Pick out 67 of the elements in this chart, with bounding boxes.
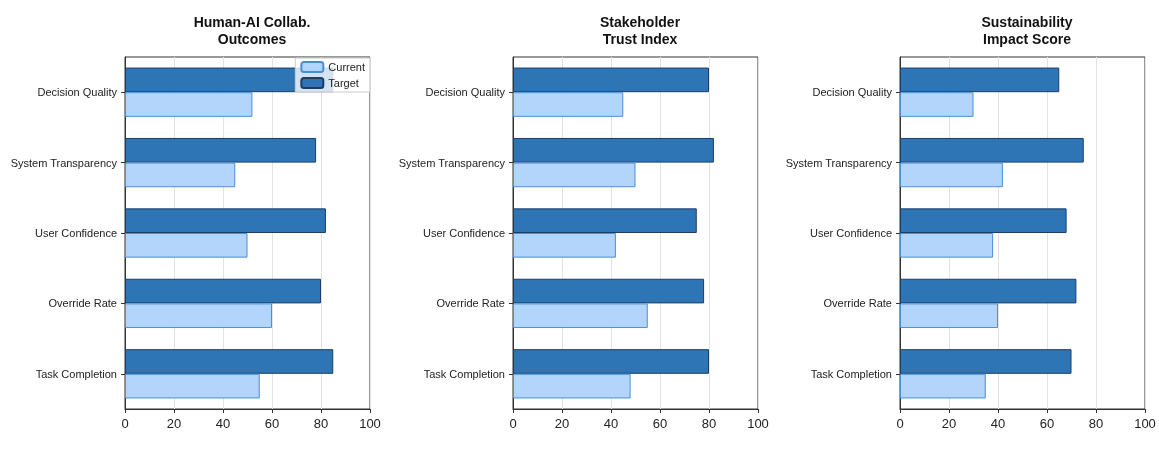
x-tick-label: 0 — [121, 416, 129, 431]
bar — [900, 92, 974, 117]
x-tick-label: 40 — [990, 416, 1006, 431]
bar — [513, 208, 697, 233]
x-tick-label: 60 — [652, 416, 668, 431]
y-tick-label: Task Completion — [423, 367, 505, 380]
bar — [900, 278, 1077, 304]
x-tick-label: 100 — [747, 416, 769, 431]
x-tick-label: 80 — [701, 416, 717, 431]
x-tick-label: 80 — [1088, 416, 1104, 431]
x-tick-label: 20 — [166, 416, 182, 431]
bar — [125, 278, 321, 304]
y-tick-label: System Transparency — [10, 156, 118, 169]
bar — [125, 303, 272, 329]
chart-title: Sustainability Impact Score — [981, 13, 1073, 47]
bar — [513, 92, 624, 117]
bar — [900, 208, 1067, 233]
bar — [125, 137, 317, 163]
bar — [125, 373, 260, 399]
y-tick-label: User Confidence — [810, 227, 892, 239]
bar — [125, 92, 253, 117]
x-tick-label: 20 — [554, 416, 570, 431]
y-tick-label: User Confidence — [423, 227, 505, 239]
y-tick-label: Decision Quality — [37, 86, 118, 99]
bar — [513, 278, 705, 304]
y-tick-label: Override Rate — [48, 297, 117, 310]
x-tick-label: 60 — [264, 416, 280, 431]
x-tick-label: 40 — [603, 416, 619, 431]
bar — [513, 233, 616, 258]
y-tick-label: Decision Quality — [425, 86, 506, 99]
x-tick-label: 20 — [941, 416, 957, 431]
x-tick-label: 100 — [1134, 416, 1156, 431]
y-tick-label: Decision Quality — [812, 86, 893, 99]
x-tick-label: 100 — [359, 416, 381, 431]
bar — [513, 162, 636, 188]
bar — [900, 162, 1003, 188]
x-tick-label: 60 — [1039, 416, 1055, 431]
bar — [513, 67, 709, 93]
legend-label: Current — [328, 61, 366, 73]
x-tick-label: 40 — [215, 416, 231, 431]
bar — [513, 137, 714, 163]
bar — [900, 67, 1060, 93]
legend-label: Target — [328, 77, 359, 89]
bar — [513, 303, 648, 329]
bar — [125, 349, 334, 374]
y-tick-label: System Transparency — [785, 156, 893, 169]
y-tick-label: Override Rate — [823, 297, 892, 310]
chart-title: Human-AI Collab. Outcomes — [193, 13, 311, 47]
x-tick-label: 0 — [896, 416, 904, 431]
bar — [900, 303, 998, 329]
bar — [125, 208, 326, 233]
bar — [513, 373, 631, 399]
y-tick-label: Task Completion — [810, 367, 892, 380]
x-tick-label: 80 — [313, 416, 329, 431]
bar — [125, 233, 248, 258]
bar — [900, 349, 1072, 374]
y-tick-label: System Transparency — [398, 156, 506, 169]
bar — [900, 233, 994, 258]
bar — [900, 137, 1084, 163]
y-tick-label: Task Completion — [35, 367, 117, 380]
y-tick-label: Override Rate — [436, 297, 505, 310]
bar — [513, 349, 709, 374]
y-tick-label: User Confidence — [35, 227, 117, 239]
bar — [125, 162, 236, 188]
chart-title: Stakeholder Trust Index — [599, 13, 681, 47]
x-tick-label: 0 — [509, 416, 517, 431]
bar — [900, 373, 986, 399]
